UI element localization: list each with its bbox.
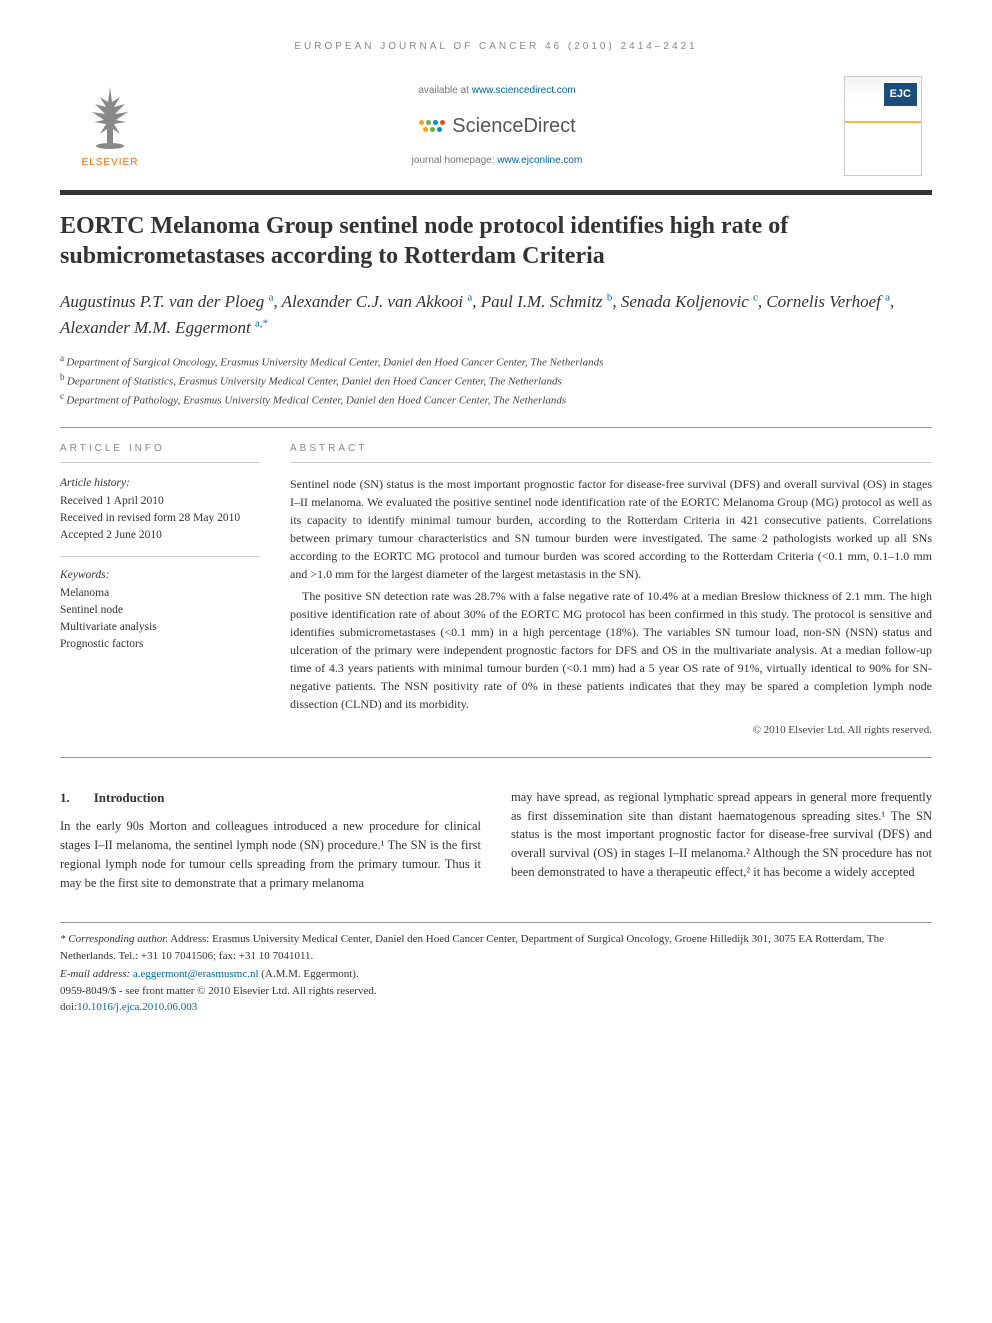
author: Cornelis Verhoef a	[766, 292, 890, 311]
article-info-column: ARTICLE INFO Article history: Received 1…	[60, 442, 260, 738]
elsevier-logo: ELSEVIER	[70, 82, 150, 170]
article-info-head: ARTICLE INFO	[60, 442, 260, 463]
title-block: EORTC Melanoma Group sentinel node proto…	[60, 190, 932, 409]
section-number: 1.	[60, 788, 70, 808]
journal-homepage-link[interactable]: www.ejconline.com	[497, 155, 582, 166]
keywords-title: Keywords:	[60, 567, 260, 584]
keyword: Prognostic factors	[60, 636, 260, 653]
body-p1: In the early 90s Morton and colleagues i…	[60, 817, 481, 892]
masthead-center: available at www.sciencedirect.com Scien…	[150, 74, 844, 178]
author-affil-link[interactable]: b	[607, 291, 613, 303]
abstract-head: ABSTRACT	[290, 442, 932, 463]
authors-list: Augustinus P.T. van der Ploeg a, Alexand…	[60, 289, 932, 340]
author: Alexander C.J. van Akkooi a	[282, 292, 473, 311]
author: Senada Koljenovic c	[621, 292, 758, 311]
abstract-p1: Sentinel node (SN) status is the most im…	[290, 475, 932, 583]
article-title: EORTC Melanoma Group sentinel node proto…	[60, 211, 932, 271]
author: Augustinus P.T. van der Ploeg a	[60, 292, 273, 311]
body-p2: may have spread, as regional lymphatic s…	[511, 788, 932, 882]
info-abstract-row: ARTICLE INFO Article history: Received 1…	[60, 427, 932, 757]
sd-dot	[426, 120, 431, 125]
sd-dot	[437, 127, 442, 132]
keyword: Sentinel node	[60, 602, 260, 619]
history-line: Accepted 2 June 2010	[60, 527, 260, 544]
sciencedirect-logo: ScienceDirect	[150, 112, 844, 140]
running-head: EUROPEAN JOURNAL OF CANCER 46 (2010) 241…	[60, 40, 932, 54]
keyword: Melanoma	[60, 585, 260, 602]
affiliations-list: a Department of Surgical Oncology, Erasm…	[60, 352, 932, 409]
corresponding-author: * Corresponding author. Address: Erasmus…	[60, 931, 932, 964]
history-line: Received 1 April 2010	[60, 493, 260, 510]
journal-cover-thumbnail: EJC	[844, 76, 922, 176]
doi-link[interactable]: 10.1016/j.ejca.2010.06.003	[77, 1001, 197, 1013]
keywords-block: Keywords: MelanomaSentinel nodeMultivari…	[60, 556, 260, 653]
elsevier-wordmark: ELSEVIER	[70, 156, 150, 170]
body-column-left: 1. Introduction In the early 90s Morton …	[60, 788, 481, 893]
section-title: Introduction	[94, 788, 165, 808]
sd-dot	[423, 127, 428, 132]
sciencedirect-dots-icon	[418, 120, 446, 132]
journal-homepage-text: journal homepage: www.ejconline.com	[150, 154, 844, 168]
section-heading: 1. Introduction	[60, 788, 481, 808]
author-affil-link[interactable]: a,*	[255, 317, 268, 329]
affiliation: a Department of Surgical Oncology, Erasm…	[60, 352, 932, 371]
history-line: Received in revised form 28 May 2010	[60, 510, 260, 527]
affiliation: c Department of Pathology, Erasmus Unive…	[60, 390, 932, 409]
abstract-copyright: © 2010 Elsevier Ltd. All rights reserved…	[290, 723, 932, 738]
cover-stripe	[845, 121, 921, 123]
author-affil-link[interactable]: a	[885, 291, 890, 303]
history-title: Article history:	[60, 475, 260, 492]
cover-badge: EJC	[884, 83, 917, 106]
email-link[interactable]: a.eggermont@erasmusmc.nl	[133, 968, 259, 980]
sciencedirect-wordmark: ScienceDirect	[452, 112, 575, 140]
keyword: Multivariate analysis	[60, 619, 260, 636]
abstract-p2: The positive SN detection rate was 28.7%…	[290, 587, 932, 713]
author-affil-link[interactable]: a	[467, 291, 472, 303]
sciencedirect-link[interactable]: www.sciencedirect.com	[472, 85, 576, 96]
abstract-column: ABSTRACT Sentinel node (SN) status is th…	[290, 442, 932, 738]
sd-dot	[430, 127, 435, 132]
author: Alexander M.M. Eggermont a,*	[60, 318, 268, 337]
footer-block: * Corresponding author. Address: Erasmus…	[60, 922, 932, 1016]
sd-dot	[433, 120, 438, 125]
affiliation: b Department of Statistics, Erasmus Univ…	[60, 371, 932, 390]
sd-dot	[419, 120, 424, 125]
author-affil-link[interactable]: a	[269, 291, 274, 303]
email-line: E-mail address: a.eggermont@erasmusmc.nl…	[60, 966, 932, 983]
elsevier-tree-icon	[80, 82, 140, 152]
issn-line: 0959-8049/$ - see front matter © 2010 El…	[60, 983, 932, 1000]
abstract-text: Sentinel node (SN) status is the most im…	[290, 475, 932, 713]
doi-line: doi:10.1016/j.ejca.2010.06.003	[60, 999, 932, 1016]
author-affil-link[interactable]: c	[753, 291, 758, 303]
body-column-right: may have spread, as regional lymphatic s…	[511, 788, 932, 893]
article-history: Article history: Received 1 April 2010Re…	[60, 475, 260, 544]
body-columns: 1. Introduction In the early 90s Morton …	[60, 788, 932, 893]
sd-dot	[440, 120, 445, 125]
available-at-text: available at www.sciencedirect.com	[150, 84, 844, 98]
author: Paul I.M. Schmitz b	[481, 292, 613, 311]
masthead: ELSEVIER available at www.sciencedirect.…	[60, 74, 932, 178]
